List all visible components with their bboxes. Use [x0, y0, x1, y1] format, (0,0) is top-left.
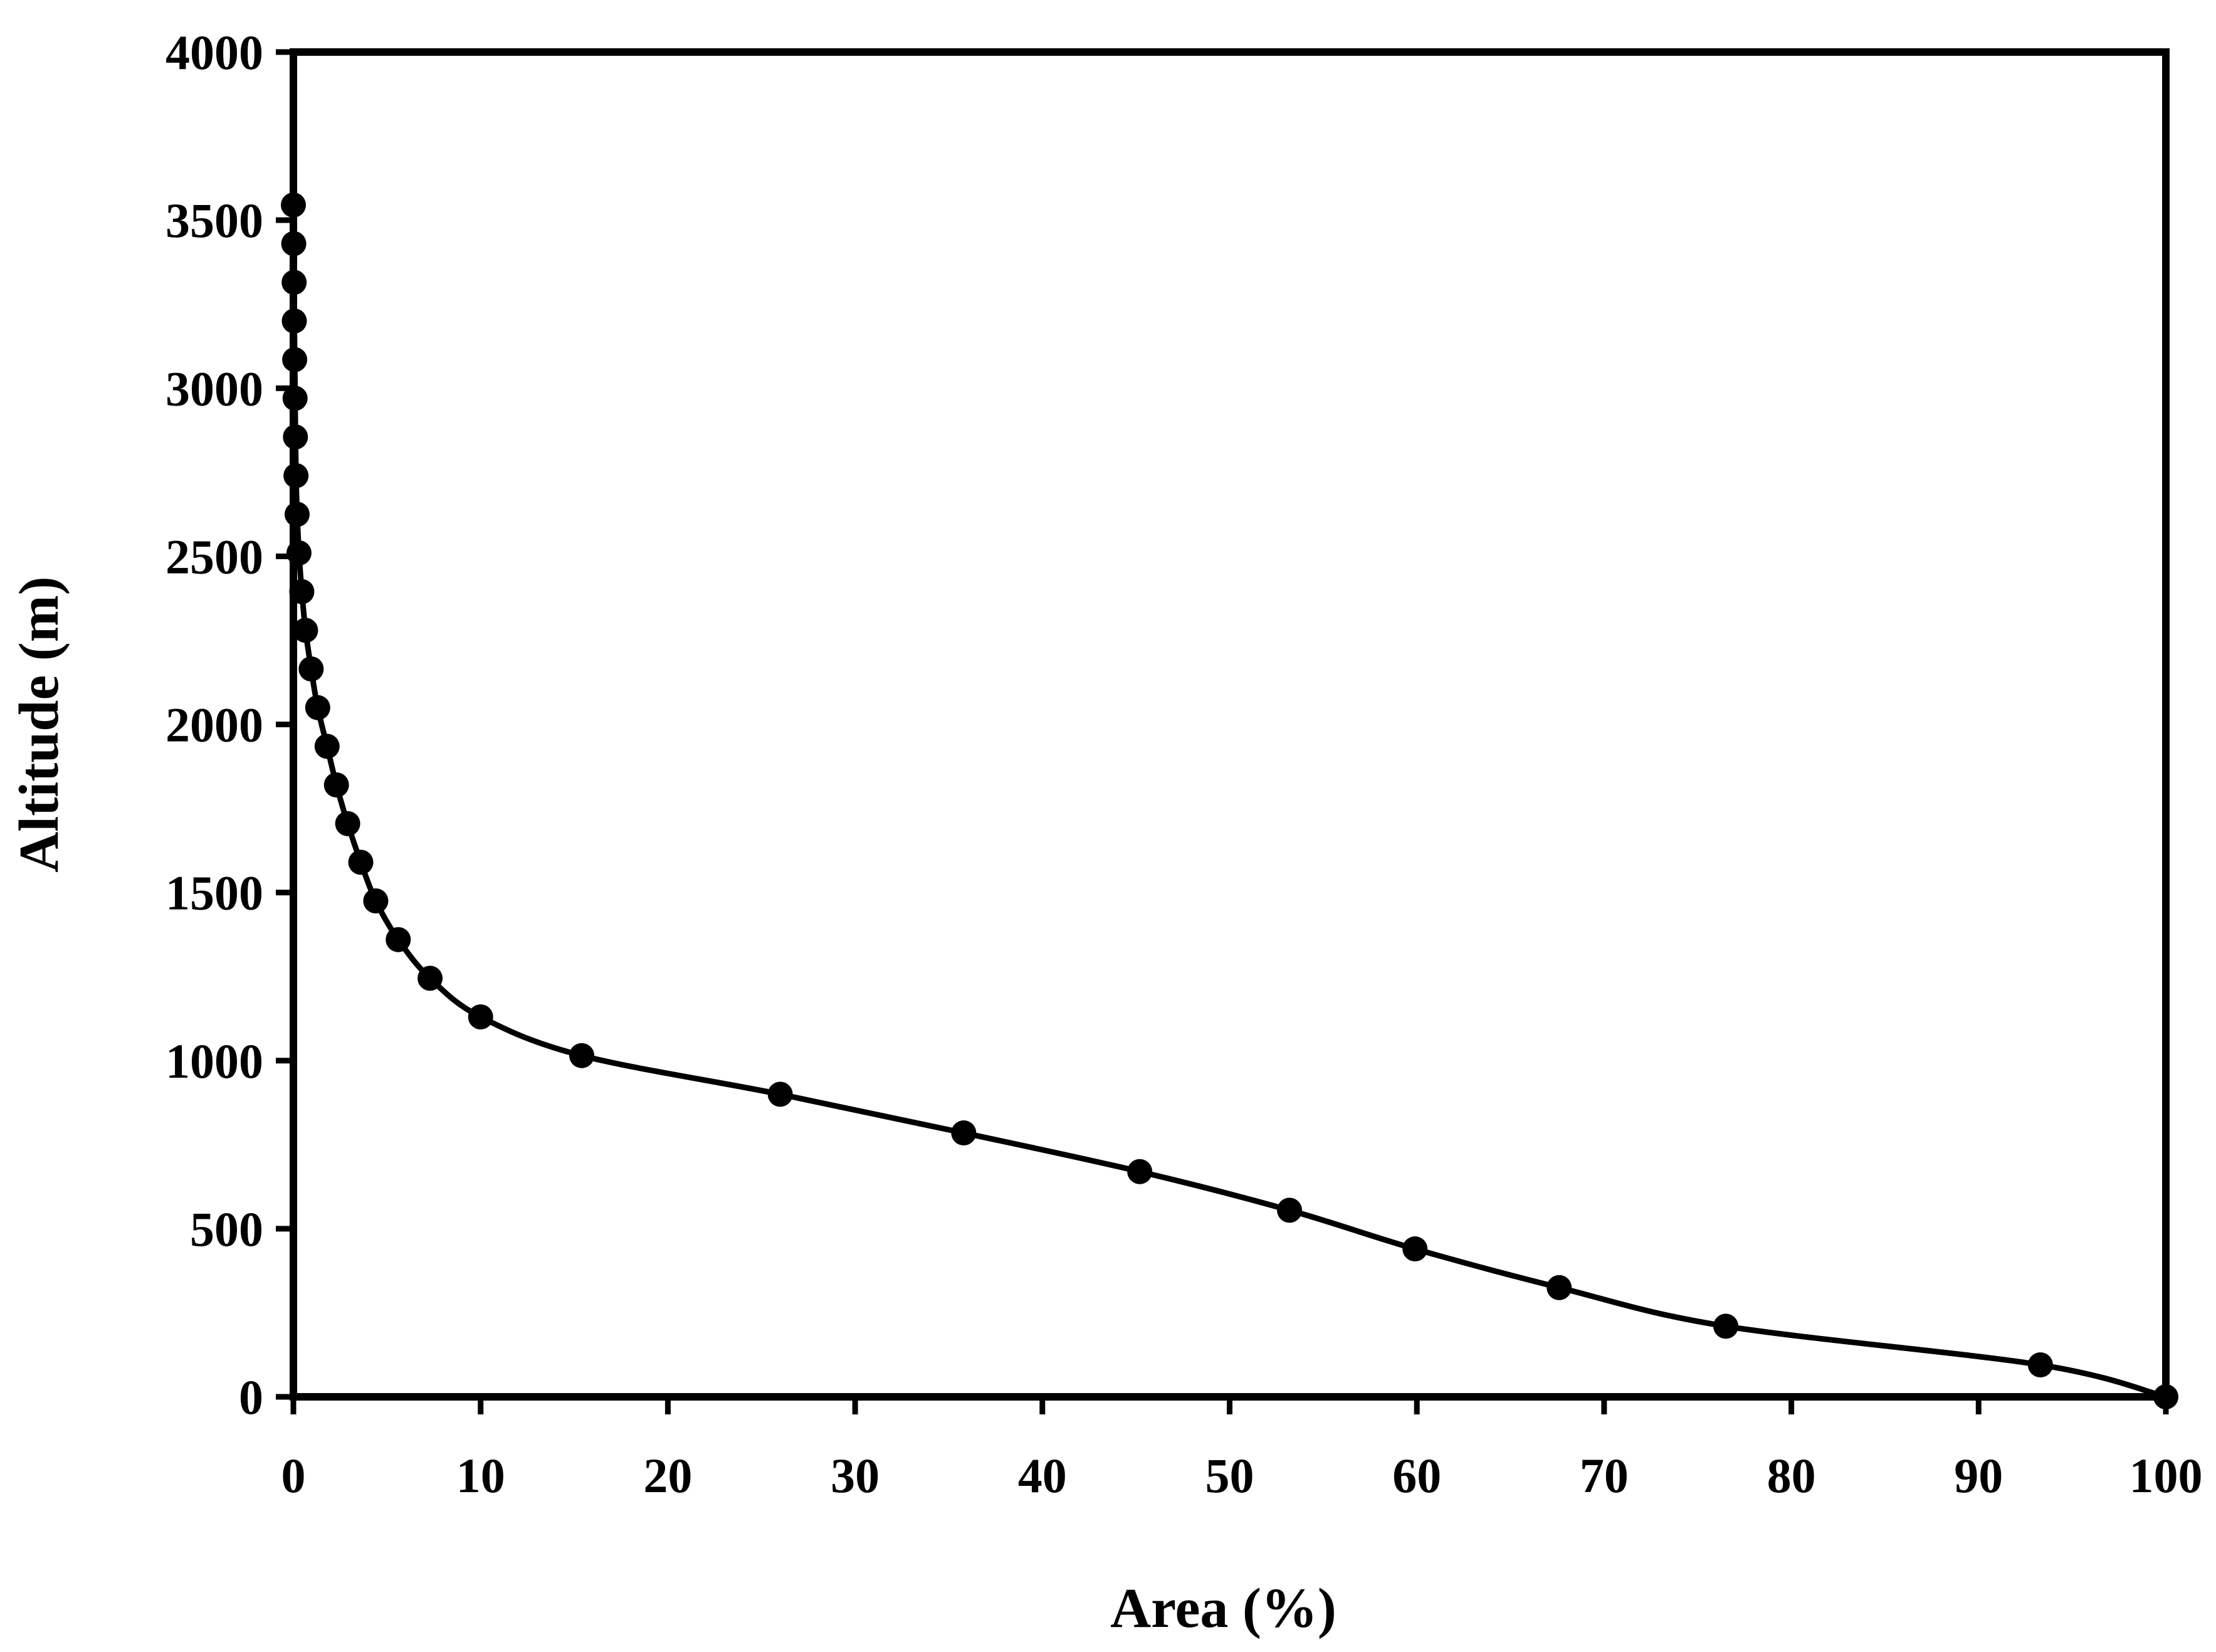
- data-point: [1713, 1313, 1739, 1339]
- x-tick-label: 70: [1580, 1448, 1629, 1503]
- data-point: [305, 695, 330, 720]
- data-point: [298, 656, 324, 682]
- data-point: [293, 618, 318, 643]
- data-point: [468, 1004, 493, 1030]
- data-point: [2027, 1352, 2053, 1378]
- data-point: [348, 850, 374, 875]
- data-point: [767, 1081, 793, 1107]
- x-tick-label: 80: [1767, 1448, 1816, 1503]
- data-point: [335, 811, 360, 836]
- y-tick-label: 2000: [165, 698, 263, 752]
- x-tick-label: 10: [456, 1448, 505, 1503]
- data-point: [951, 1120, 977, 1146]
- x-tick-label: 100: [2129, 1448, 2203, 1503]
- data-point: [1546, 1275, 1572, 1300]
- y-tick-label: 1500: [165, 866, 263, 920]
- y-tick-label: 3000: [165, 361, 263, 416]
- x-axis-title: Area (%): [1110, 1577, 1336, 1639]
- plot-frame: [290, 48, 2170, 1401]
- ticks-layer: 0 10 20 30 40 50 60 70 80 90 100050010001500200025…: [165, 25, 2203, 1503]
- data-point: [417, 965, 443, 991]
- x-tick-label: 40: [1018, 1448, 1067, 1503]
- x-tick-label: 0: [281, 1448, 306, 1503]
- x-tick-label: 20: [643, 1448, 692, 1503]
- data-point: [1402, 1236, 1428, 1262]
- y-tick-label: 500: [190, 1202, 263, 1256]
- data-point: [569, 1043, 594, 1068]
- y-tick-label: 4000: [165, 25, 263, 80]
- data-point: [323, 772, 349, 798]
- data-point: [386, 927, 411, 952]
- y-tick-label: 0: [239, 1370, 263, 1424]
- points-layer: [281, 192, 2178, 1409]
- y-tick-label: 3500: [165, 193, 263, 248]
- y-tick-label: 2500: [165, 529, 263, 584]
- x-tick-label: 50: [1205, 1448, 1254, 1503]
- x-tick-label: 90: [1954, 1448, 2003, 1503]
- data-point: [1127, 1159, 1153, 1184]
- series-line: [290, 202, 2169, 1400]
- x-tick-label: 60: [1392, 1448, 1441, 1503]
- data-point: [363, 888, 389, 914]
- x-tick-label: 30: [831, 1448, 880, 1503]
- y-tick-label: 1000: [165, 1034, 263, 1088]
- data-point: [314, 734, 340, 759]
- data-point: [1277, 1197, 1303, 1223]
- y-axis-title: Altitude (m): [8, 576, 70, 872]
